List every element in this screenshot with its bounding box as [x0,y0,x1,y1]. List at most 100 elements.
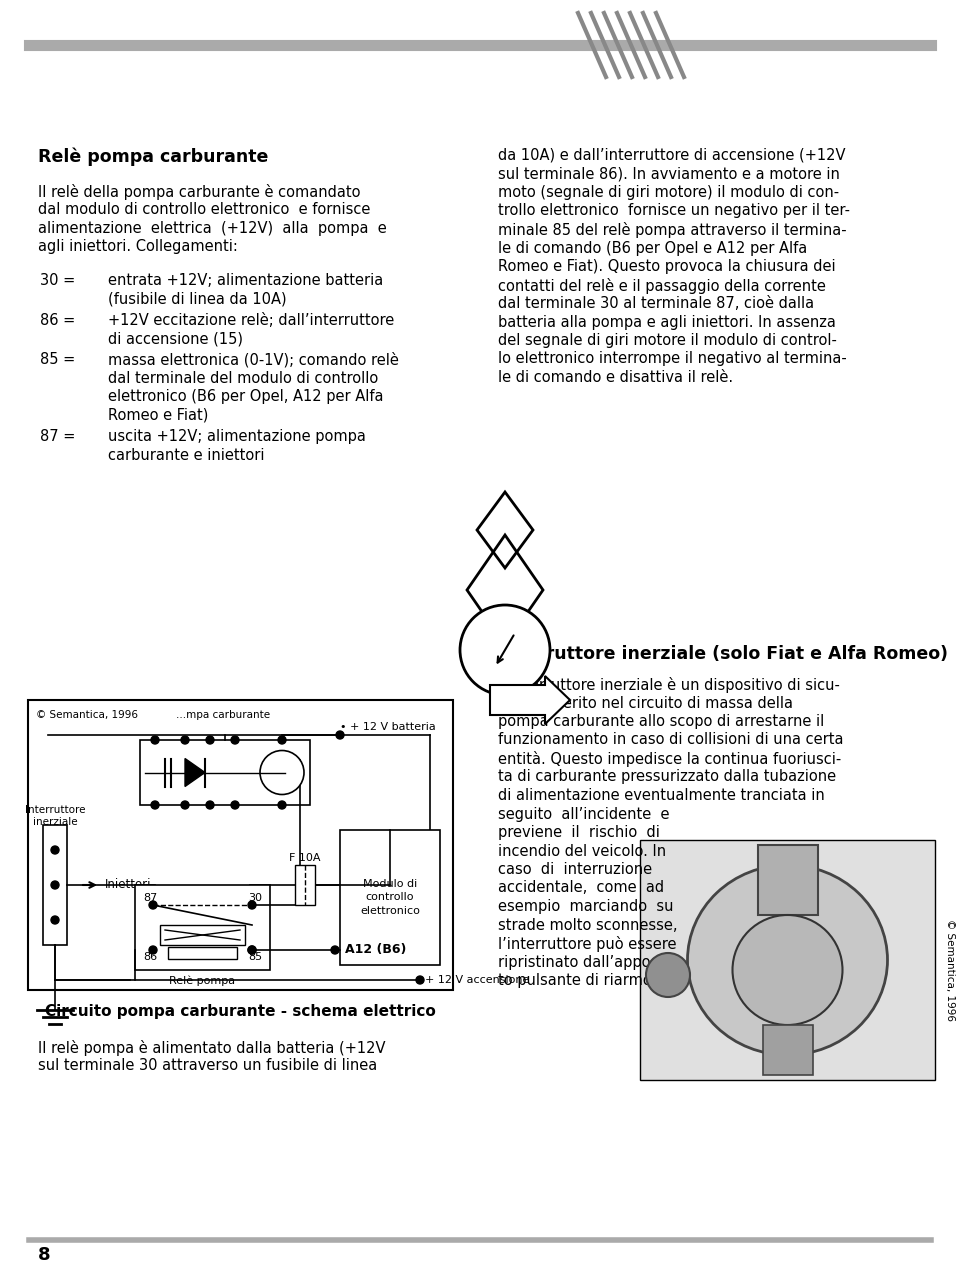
Text: A12 (B6): A12 (B6) [345,944,406,956]
Text: Relè pompa: Relè pompa [169,977,235,987]
Bar [640,840,935,1080]
Text: ta di carburante pressurizzato dalla tubazione: ta di carburante pressurizzato dalla tub… [498,769,836,784]
Bar [140,740,310,805]
Ellipse shape [687,865,887,1055]
Text: trollo elettronico  fornisce un negativo per il ter-: trollo elettronico fornisce un negativo … [498,204,850,219]
Polygon shape [185,759,205,787]
Circle shape [206,736,214,744]
Bar [168,947,237,959]
Text: pompa carburante allo scopo di arrestarne il: pompa carburante allo scopo di arrestarn… [498,713,825,729]
Bar [135,886,270,970]
Circle shape [149,946,157,954]
Text: dal terminale 30 al terminale 87, cioè dalla: dal terminale 30 al terminale 87, cioè d… [498,296,814,311]
Text: agli iniettori. Collegamenti:: agli iniettori. Collegamenti: [38,239,238,254]
Text: Relè pompa carburante: Relè pompa carburante [38,148,269,167]
Text: uscita +12V; alimentazione pompa: uscita +12V; alimentazione pompa [108,429,366,444]
Text: accidentale,  come  ad: accidentale, come ad [498,880,664,896]
Text: 30 =: 30 = [40,273,75,288]
Circle shape [248,901,256,910]
Text: previene  il  rischio  di: previene il rischio di [498,825,660,840]
Text: strade molto sconnesse,: strade molto sconnesse, [498,917,678,932]
Text: to pulsante di riarmo.: to pulsante di riarmo. [498,973,657,988]
Text: entrata +12V; alimentazione batteria: entrata +12V; alimentazione batteria [108,273,383,288]
Text: carburante e iniettori: carburante e iniettori [108,448,265,463]
Text: massa elettronica (0-1V); comando relè: massa elettronica (0-1V); comando relè [108,353,398,368]
Bar [757,845,818,915]
Text: moto (segnale di giri motore) il modulo di con-: moto (segnale di giri motore) il modulo … [498,185,839,200]
Text: minale 85 del relè pompa attraverso il termina-: minale 85 del relè pompa attraverso il t… [498,221,847,238]
Text: • + 12 V batteria: • + 12 V batteria [340,722,436,732]
Text: +12V eccitazione relè; dall’interruttore: +12V eccitazione relè; dall’interruttore [108,312,395,328]
Text: Romeo e Fiat). Questo provoca la chiusura dei: Romeo e Fiat). Questo provoca la chiusur… [498,259,835,275]
Text: Interruttore inerziale (solo Fiat e Alfa Romeo): Interruttore inerziale (solo Fiat e Alfa… [498,645,948,663]
FancyArrow shape [490,676,570,724]
Circle shape [248,946,256,954]
Bar [340,830,440,965]
Circle shape [732,915,843,1025]
Circle shape [260,750,304,794]
Text: entità. Questo impedisce la continua fuoriusci-: entità. Questo impedisce la continua fuo… [498,751,841,767]
Text: Modulo di
controllo
elettronico: Modulo di controllo elettronico [360,879,420,916]
Text: 86 =: 86 = [40,312,75,328]
Circle shape [278,736,286,744]
Text: esempio  marciando  su: esempio marciando su [498,899,674,915]
Text: 85 =: 85 = [40,353,75,367]
Text: © Semantica, 1996: © Semantica, 1996 [36,710,138,720]
Text: le di comando (B6 per Opel e A12 per Alfa: le di comando (B6 per Opel e A12 per Alf… [498,240,807,256]
Text: 8: 8 [38,1246,51,1264]
Text: + 12 V accensione: + 12 V accensione [425,975,529,985]
Text: Romeo e Fiat): Romeo e Fiat) [108,407,208,423]
Text: seguito  all’incidente  e: seguito all’incidente e [498,807,669,821]
Text: dal modulo di controllo elettronico  e fornisce: dal modulo di controllo elettronico e fo… [38,202,371,218]
Text: Interruttore
inerziale: Interruttore inerziale [25,805,85,827]
Text: batteria alla pompa e agli iniettori. In assenza: batteria alla pompa e agli iniettori. In… [498,315,836,329]
Text: sul terminale 86). In avviamento e a motore in: sul terminale 86). In avviamento e a mot… [498,167,840,181]
Circle shape [646,953,690,997]
Text: 87: 87 [143,893,157,903]
Bar [160,925,245,945]
Text: L’interruttore inerziale è un dispositivo di sicu-: L’interruttore inerziale è un dispositiv… [498,677,840,693]
Text: contatti del relè e il passaggio della corrente: contatti del relè e il passaggio della c… [498,277,826,293]
Text: (fusibile di linea da 10A): (fusibile di linea da 10A) [108,291,287,306]
Text: lo elettronico interrompe il negativo al termina-: lo elettronico interrompe il negativo al… [498,352,847,367]
Text: 30: 30 [248,893,262,903]
Text: Il relè della pompa carburante è comandato: Il relè della pompa carburante è comanda… [38,183,361,200]
Text: Iniettori: Iniettori [105,878,152,892]
Text: del segnale di giri motore il modulo di control-: del segnale di giri motore il modulo di … [498,333,837,348]
Circle shape [181,736,189,744]
Text: l’interruttore può essere: l’interruttore può essere [498,936,677,953]
Circle shape [336,731,344,739]
Circle shape [248,946,256,954]
Circle shape [51,880,59,889]
Circle shape [51,916,59,923]
Text: funzionamento in caso di collisioni di una certa: funzionamento in caso di collisioni di u… [498,732,844,748]
Text: © Semantica, 1996: © Semantica, 1996 [945,918,955,1021]
Circle shape [331,946,339,954]
Text: Circuito pompa carburante - schema elettrico: Circuito pompa carburante - schema elett… [45,1004,436,1020]
Text: sul terminale 30 attraverso un fusibile di linea: sul terminale 30 attraverso un fusibile … [38,1059,377,1074]
Text: rezza inserito nel circuito di massa della: rezza inserito nel circuito di massa del… [498,696,793,711]
Circle shape [181,801,189,810]
Text: 85: 85 [248,953,262,961]
Bar [43,825,67,945]
Text: elettronico (B6 per Opel, A12 per Alfa: elettronico (B6 per Opel, A12 per Alfa [108,390,383,405]
Text: di accensione (15): di accensione (15) [108,331,243,347]
Circle shape [231,801,239,810]
Circle shape [149,901,157,910]
Circle shape [278,801,286,810]
Text: M: M [276,768,287,778]
Text: da 10A) e dall’interruttore di accensione (+12V: da 10A) e dall’interruttore di accension… [498,148,846,163]
Text: dal terminale del modulo di controllo: dal terminale del modulo di controllo [108,371,378,386]
Text: Il relè pompa è alimentato dalla batteria (+12V: Il relè pompa è alimentato dalla batteri… [38,1040,386,1056]
Text: 86: 86 [143,953,157,961]
Circle shape [416,977,424,984]
Text: ripristinato dall’apposi-: ripristinato dall’apposi- [498,955,668,969]
Text: ...mpa carburante: ...mpa carburante [176,710,270,720]
Text: 87 =: 87 = [40,429,76,444]
Bar [295,865,315,904]
Bar [28,700,453,990]
Text: F 10A: F 10A [289,853,321,863]
Circle shape [51,846,59,854]
Text: alimentazione  elettrica  (+12V)  alla  pompa  e: alimentazione elettrica (+12V) alla pomp… [38,221,387,237]
Circle shape [460,605,550,694]
